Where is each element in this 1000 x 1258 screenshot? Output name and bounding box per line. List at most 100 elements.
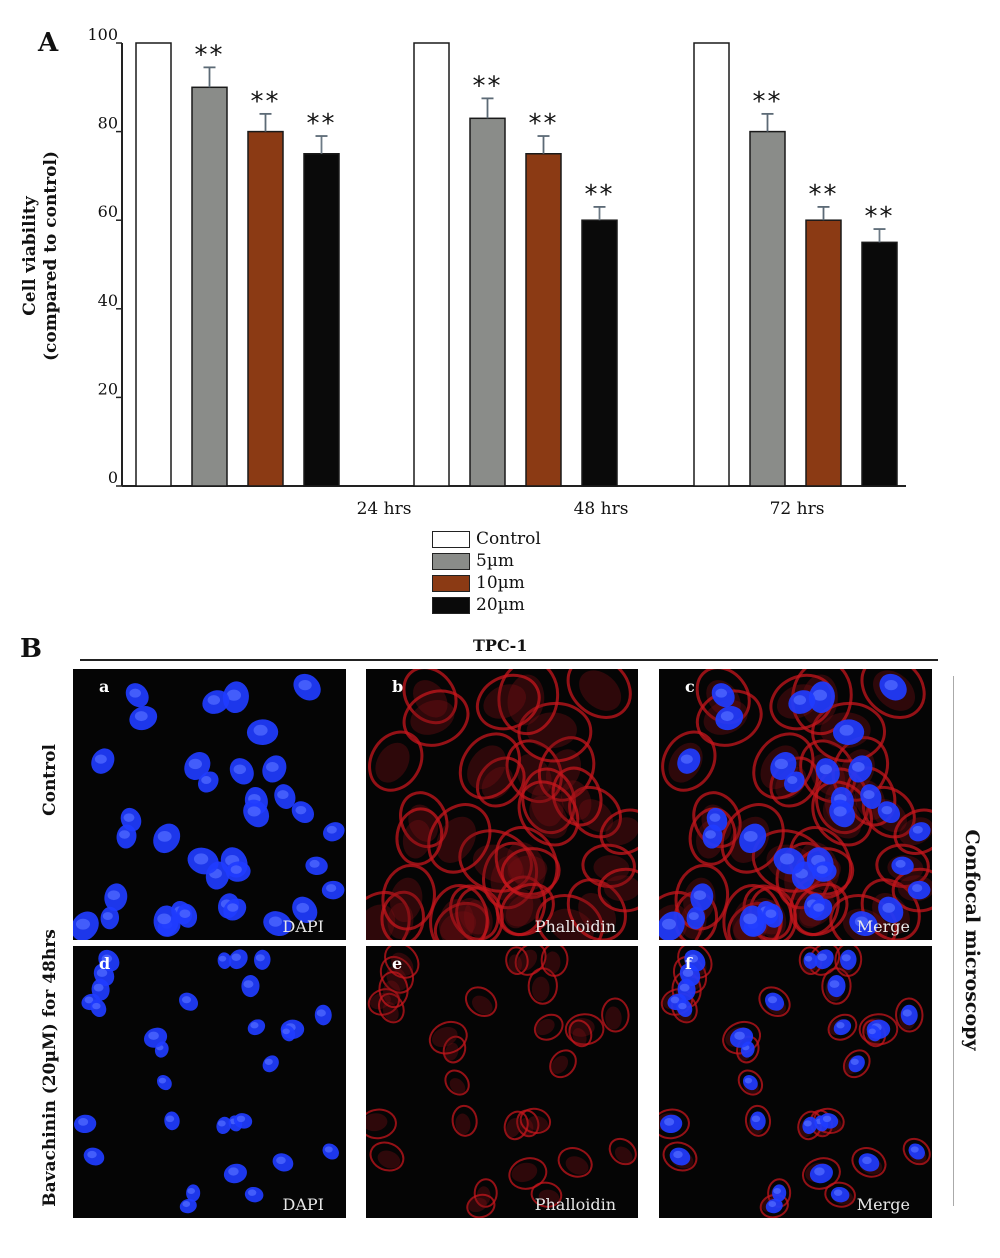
micrograph-cell xyxy=(568,785,622,839)
micrograph-cell xyxy=(608,1137,637,1166)
micrograph-cell xyxy=(688,912,699,920)
legend-label: 20µm xyxy=(476,595,525,615)
bar-1-3 xyxy=(581,219,618,487)
micrograph-cell xyxy=(829,894,898,940)
micrograph-cell xyxy=(670,996,680,1004)
micrograph-cell xyxy=(530,1181,563,1208)
micrograph-cell xyxy=(680,754,693,764)
micrograph-cell xyxy=(709,813,721,822)
micrograph-cell xyxy=(466,1193,496,1218)
micrograph-cell xyxy=(157,913,172,925)
micrograph-cell xyxy=(895,997,924,1033)
micrograph-cell xyxy=(102,912,113,920)
micrograph-cell xyxy=(912,825,923,834)
micrograph-cell xyxy=(758,986,791,1017)
micrograph-cell xyxy=(743,913,758,925)
micrograph-cell xyxy=(803,1120,812,1127)
micrograph-cell xyxy=(379,955,415,994)
micrograph-cell xyxy=(75,918,91,930)
micrograph-cell xyxy=(92,1002,101,1010)
y-tick-label: 40 xyxy=(98,291,118,310)
micrograph-cell xyxy=(693,890,707,901)
micrograph-cell xyxy=(505,893,542,927)
micrograph-cell xyxy=(774,758,788,770)
micrograph-cell xyxy=(852,762,865,772)
x-category-label: 48 hrs xyxy=(574,499,629,519)
micrograph-cell xyxy=(692,791,742,849)
micrograph-cell xyxy=(324,1146,333,1153)
micrograph-cell xyxy=(296,902,310,913)
micrograph-cell xyxy=(471,995,493,1015)
side-label: Confocal microscopy xyxy=(961,829,983,1051)
micrograph-cell xyxy=(298,679,312,691)
micrograph-cell xyxy=(395,807,444,866)
micrograph-letter: e xyxy=(392,954,403,973)
micrograph-dapi-control: a DAPI xyxy=(73,669,346,940)
row-label-treated: Bavachinin (20µM) for 48hrs xyxy=(40,929,60,1207)
micrograph-cell xyxy=(779,853,795,865)
micrograph-cell xyxy=(378,971,409,1009)
micrograph-cell xyxy=(402,669,458,725)
micrograph-cell xyxy=(295,805,307,815)
micrograph-cell xyxy=(467,745,506,790)
micrograph-cell xyxy=(282,1028,290,1035)
micrograph-cell xyxy=(458,897,490,935)
micrograph-cell xyxy=(720,711,734,722)
micrograph-cell xyxy=(902,1009,912,1017)
x-category-label: 72 hrs xyxy=(770,499,825,519)
micrograph-cell xyxy=(744,1077,753,1084)
micrograph-cell xyxy=(804,955,813,962)
micrograph-cell xyxy=(179,909,191,918)
micrograph-cell xyxy=(566,669,632,719)
micrograph-cell xyxy=(464,986,498,1017)
micrograph-cell xyxy=(429,884,489,940)
micrograph-letter: f xyxy=(685,954,692,973)
y-tick-label: 0 xyxy=(108,468,118,487)
micrograph-cell xyxy=(366,891,411,940)
micrograph-cell xyxy=(519,1107,552,1134)
micrograph-caption: Phalloidin xyxy=(534,1195,616,1214)
micrograph-cell xyxy=(673,1150,683,1159)
micrograph-cell xyxy=(458,732,521,800)
micrograph-cell xyxy=(499,882,555,937)
micrograph-cell xyxy=(451,1104,478,1137)
micrograph-phalloidin-treated: e Phalloidin xyxy=(366,946,638,1218)
micrograph-cell xyxy=(850,1058,859,1065)
micrograph-cell xyxy=(560,780,592,820)
micrograph-cell xyxy=(884,679,898,691)
micrograph-cell xyxy=(568,1019,593,1048)
micrograph-cell xyxy=(277,790,289,799)
micrograph-caption: DAPI xyxy=(282,917,324,936)
micrograph-cell xyxy=(599,808,638,855)
micrograph-cell xyxy=(182,1201,191,1208)
micrograph-cell xyxy=(597,867,638,913)
micrograph-cell xyxy=(814,1167,825,1176)
micrograph-merge-control: c Merge xyxy=(659,669,932,940)
micrograph-cell xyxy=(436,816,477,863)
micrograph-cell xyxy=(851,1147,887,1178)
micrograph-cell xyxy=(526,712,577,749)
micrograph-cell xyxy=(193,853,209,865)
micrograph-texture xyxy=(659,669,932,940)
micrograph-cell xyxy=(107,890,121,901)
bar-0-3 xyxy=(303,153,340,487)
micrograph-cell xyxy=(529,795,568,839)
micrograph-cell xyxy=(134,711,148,722)
micrograph-cell xyxy=(511,1162,538,1183)
bar-2-2 xyxy=(805,219,842,487)
micrograph-cell xyxy=(228,1167,239,1176)
micrograph-cell xyxy=(119,830,130,839)
micrograph-texture xyxy=(366,669,638,940)
legend-swatch-5um xyxy=(432,552,470,570)
micrograph-cell xyxy=(854,916,869,927)
micrograph-cell xyxy=(593,855,630,882)
micrograph-caption: Merge xyxy=(856,917,910,936)
micrograph-cell xyxy=(819,764,833,775)
micrograph-cell xyxy=(129,688,142,698)
significance-label: ** xyxy=(809,180,839,210)
micrograph-cell xyxy=(527,1115,549,1132)
micrograph-cell xyxy=(233,764,247,775)
micrograph-dapi-treated: d DAPI xyxy=(73,946,346,1218)
micrograph-cell xyxy=(449,884,500,940)
micrograph-cell xyxy=(255,954,265,962)
